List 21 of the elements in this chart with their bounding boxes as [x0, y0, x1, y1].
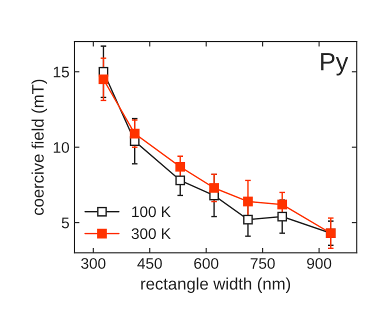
legend-label: 100 K — [132, 206, 171, 218]
x-tick-label: 750 — [250, 258, 275, 269]
x-tick-label: 900 — [307, 258, 332, 269]
point — [98, 74, 108, 84]
y-tick-label: 15 — [54, 66, 69, 78]
point — [277, 212, 288, 222]
x-tick-label: 600 — [194, 258, 218, 269]
point — [243, 196, 253, 206]
point — [243, 214, 253, 224]
x-tick-label: 300 — [81, 258, 106, 269]
point — [130, 128, 140, 138]
annotation: Py — [321, 53, 348, 76]
y-tick-label: 5 — [62, 218, 69, 228]
y-axis-title: coercive field (mT) — [32, 80, 48, 216]
legend-label: 300 K — [132, 228, 171, 240]
x-tick-label: 450 — [137, 258, 162, 269]
x-axis-title: rectangle width (nm) — [141, 277, 290, 293]
point — [175, 162, 186, 172]
y-tick-label: 10 — [54, 142, 70, 153]
point — [175, 176, 186, 186]
point — [209, 183, 219, 193]
